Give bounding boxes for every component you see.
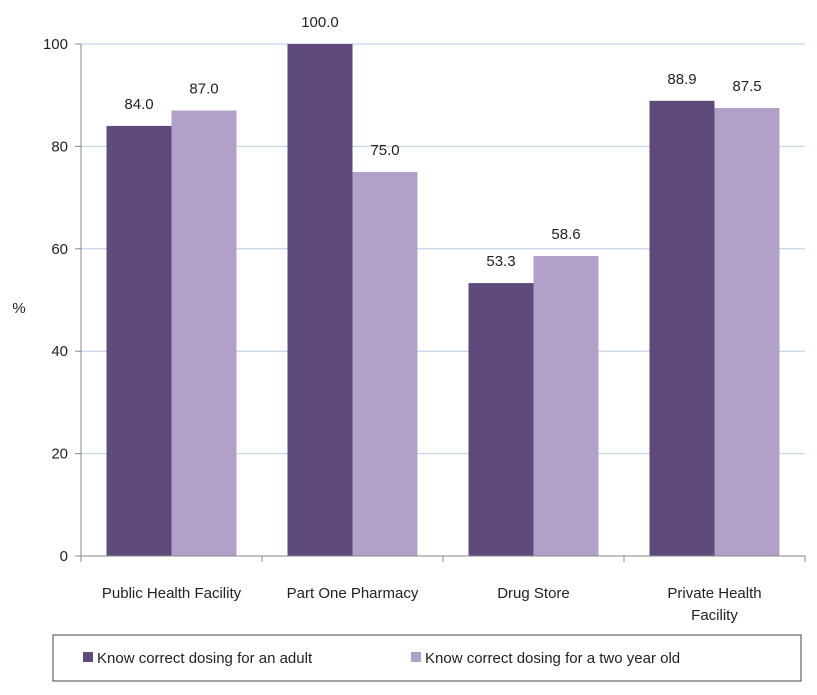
bar	[649, 100, 715, 556]
data-label: 84.0	[124, 96, 153, 113]
data-label: 88.9	[667, 71, 696, 88]
data-label: 87.5	[732, 78, 761, 95]
axes: 0 20 40 60 80 100 Public Health Facility Part O…	[43, 36, 806, 624]
legend-swatch	[83, 652, 93, 662]
legend: Know correct dosing for an adult Know cor…	[52, 634, 802, 682]
data-label: 58.6	[551, 226, 580, 243]
legend-label: Know correct dosing for a two year old	[425, 650, 680, 667]
bar	[714, 108, 780, 556]
bar	[171, 110, 237, 556]
bar	[352, 172, 418, 556]
legend-box	[52, 634, 802, 682]
bar	[287, 44, 353, 556]
y-tick-label: 20	[51, 446, 68, 463]
data-label: 100.0	[301, 14, 339, 31]
legend-label: Know correct dosing for an adult	[97, 650, 313, 667]
bar	[533, 255, 599, 556]
data-label: 87.0	[189, 81, 218, 98]
x-tick-label: Public Health Facility	[102, 585, 242, 602]
y-tick-label: 60	[51, 241, 68, 258]
y-axis-label: %	[12, 300, 25, 317]
data-label: 75.0	[370, 142, 399, 159]
x-tick-label: Facility	[691, 607, 738, 624]
x-tick-label: Drug Store	[497, 585, 570, 602]
bar	[106, 125, 172, 557]
data-labels: 84.0 87.0 100.0 75.0 53.3 58.6 88.9 87.5	[124, 14, 761, 270]
y-tick-label: 80	[51, 138, 68, 155]
y-tick-label: 100	[43, 36, 68, 53]
x-tick-label: Part One Pharmacy	[287, 585, 419, 602]
bars	[106, 44, 780, 557]
y-tick-label: 40	[51, 343, 68, 360]
y-tick-label: 0	[60, 548, 68, 565]
x-tick-label: Private Health	[667, 585, 761, 602]
legend-swatch	[411, 652, 421, 662]
data-label: 53.3	[486, 253, 515, 270]
bar	[468, 283, 534, 556]
